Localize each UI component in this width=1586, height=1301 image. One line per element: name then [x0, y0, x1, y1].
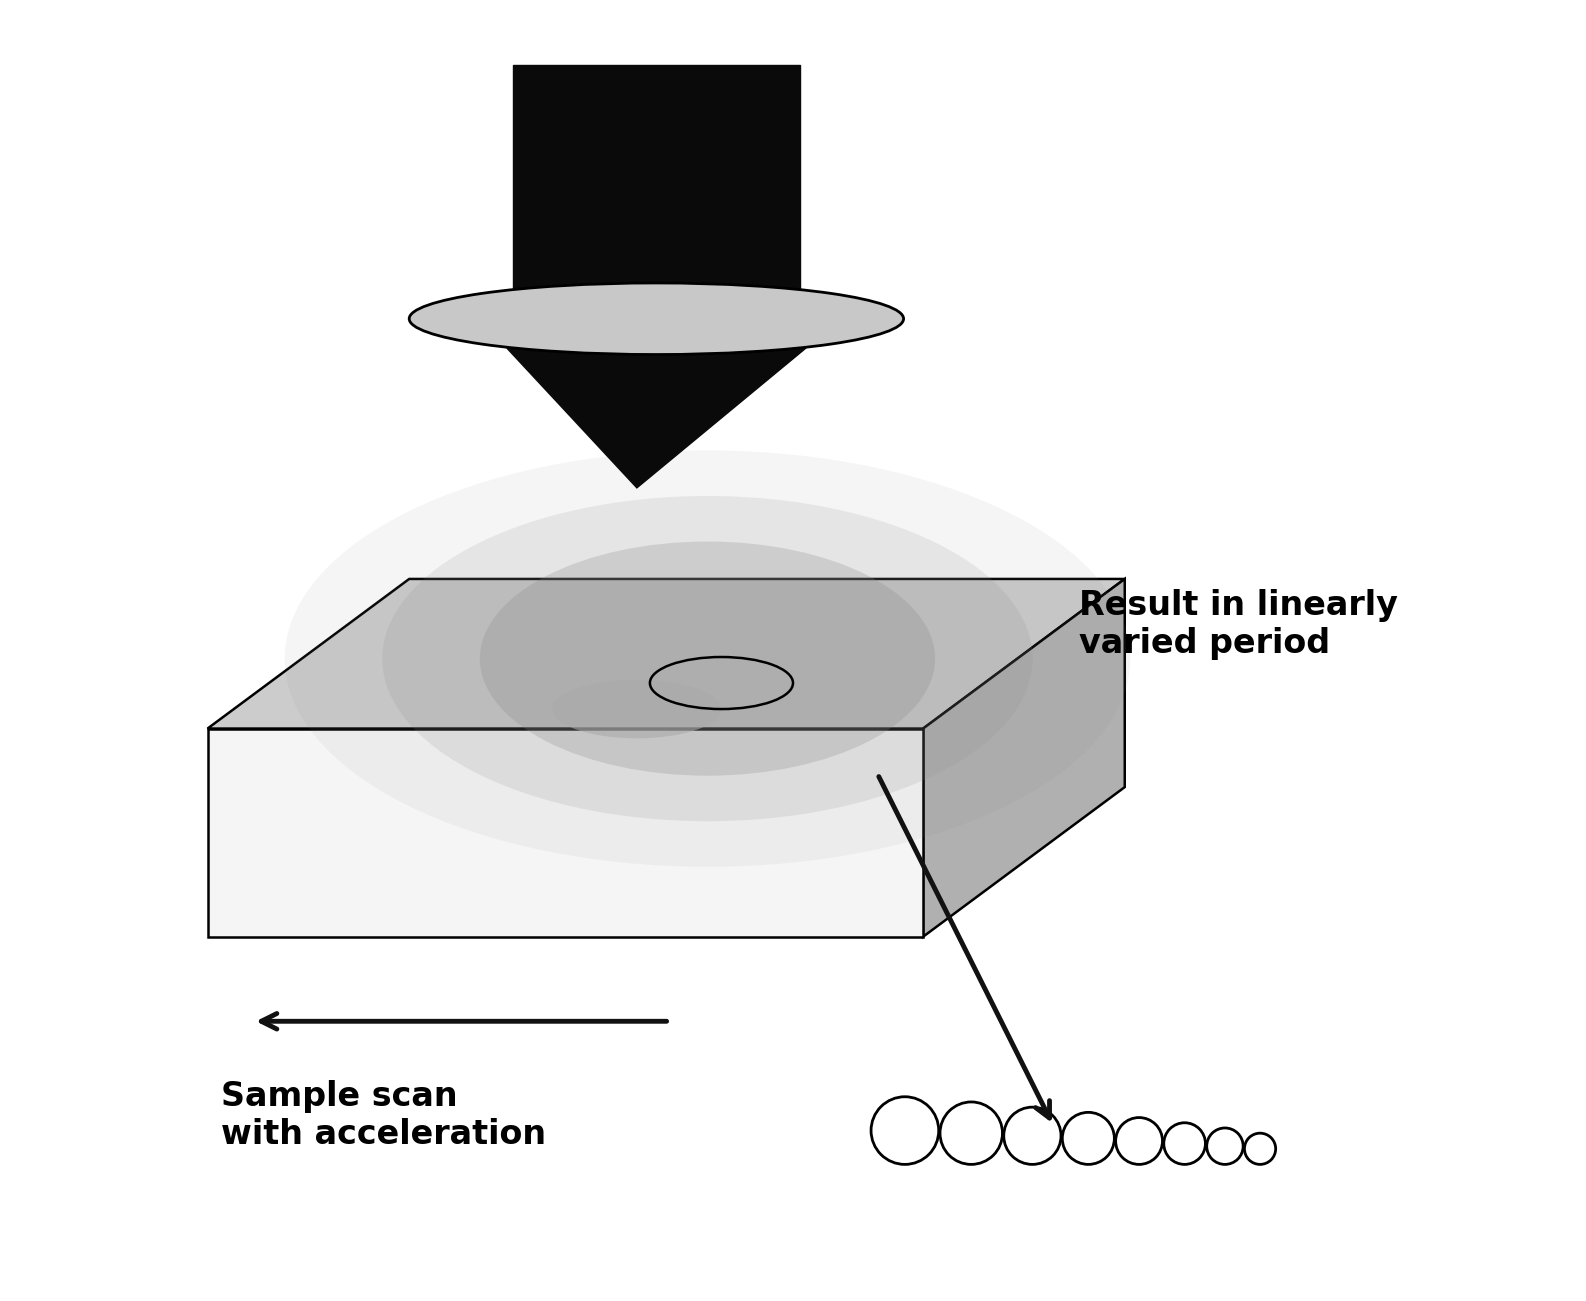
Polygon shape	[923, 579, 1124, 937]
Ellipse shape	[409, 284, 904, 355]
Ellipse shape	[481, 541, 936, 775]
Text: Sample scan
with acceleration: Sample scan with acceleration	[220, 1080, 546, 1151]
Ellipse shape	[284, 450, 1131, 866]
Text: Result in linearly
varied period: Result in linearly varied period	[1078, 589, 1399, 660]
Polygon shape	[514, 65, 799, 312]
Polygon shape	[208, 579, 1124, 729]
Ellipse shape	[552, 679, 722, 739]
Polygon shape	[508, 349, 806, 488]
Ellipse shape	[382, 496, 1032, 821]
Polygon shape	[208, 729, 923, 937]
